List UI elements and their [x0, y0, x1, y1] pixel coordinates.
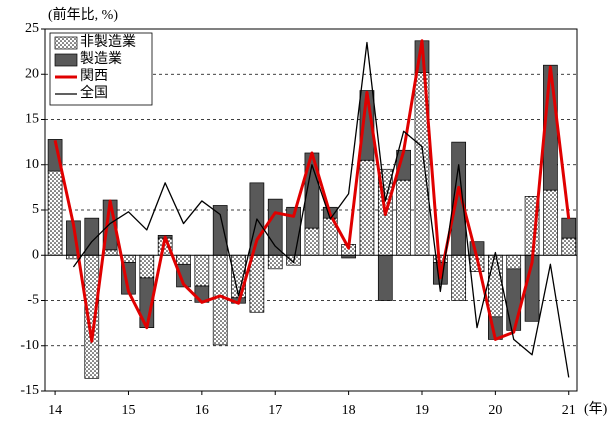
- bar: [396, 179, 411, 256]
- bar: [377, 254, 393, 301]
- plot-frame: [44, 28, 578, 392]
- bar: [139, 254, 155, 279]
- x-axis-label: (年): [584, 401, 608, 417]
- y-axis-label: (前年比, %): [48, 6, 118, 23]
- x-tick-label: 20: [488, 403, 502, 418]
- legend-label: 製造業: [80, 51, 122, 67]
- bar: [194, 254, 210, 287]
- bar: [488, 254, 503, 318]
- bar: [359, 159, 375, 256]
- legend-label: 全国: [80, 84, 108, 101]
- legend-label: 非製造業: [80, 34, 136, 50]
- y-tick-label: -10: [20, 338, 39, 353]
- bar: [212, 205, 228, 256]
- y-tick-label: -5: [27, 293, 39, 308]
- bar: [451, 254, 467, 301]
- x-tick-label: 17: [268, 403, 282, 418]
- x-tick-label: 14: [48, 403, 62, 418]
- bar: [267, 254, 283, 270]
- bar: [506, 254, 522, 270]
- bar: [212, 254, 228, 346]
- y-tick-label: 20: [25, 66, 39, 81]
- legend-label: 関西: [80, 69, 108, 84]
- bar: [543, 189, 558, 256]
- x-tick-label: 18: [342, 403, 356, 418]
- y-tick-label: 5: [32, 202, 39, 217]
- bar: [506, 268, 522, 331]
- legend-swatch: [54, 53, 78, 67]
- y-tick-label: 10: [25, 157, 39, 172]
- x-tick-label: 15: [121, 403, 135, 418]
- y-tick-label: -15: [20, 383, 39, 398]
- bar: [47, 170, 63, 256]
- x-tick-label: 16: [195, 403, 209, 418]
- bar: [102, 249, 118, 256]
- bar: [561, 237, 577, 256]
- y-tick-label: 0: [32, 247, 39, 262]
- bar: [249, 254, 265, 313]
- bar: [561, 217, 577, 239]
- x-tick-label: 19: [415, 403, 429, 418]
- bar: [304, 227, 320, 256]
- bar: [176, 254, 191, 265]
- line: [72, 41, 570, 378]
- legend-swatch: [54, 36, 78, 50]
- y-tick-label: 25: [25, 21, 39, 36]
- bar: [176, 263, 191, 288]
- line: [53, 39, 571, 343]
- y-tick-label: 15: [25, 112, 39, 127]
- x-tick-label: 21: [562, 403, 576, 418]
